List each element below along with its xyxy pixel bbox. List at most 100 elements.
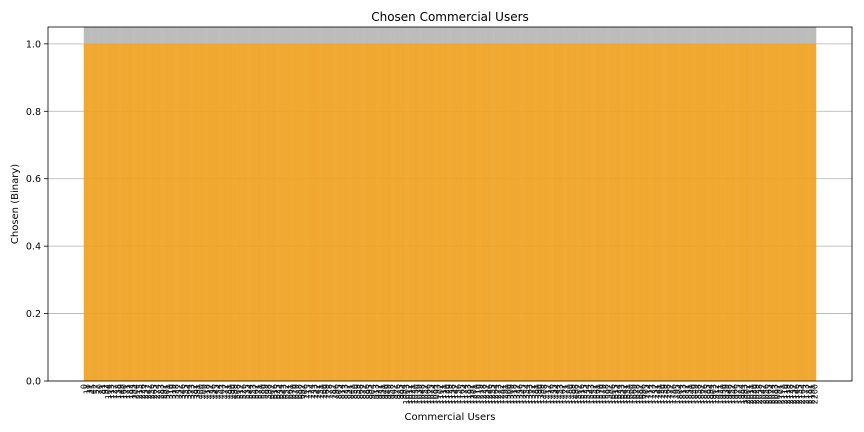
bar: [146, 43, 147, 381]
x-tick-label: 409: [199, 384, 208, 399]
bar: [121, 43, 123, 381]
bar: [427, 43, 428, 381]
bar: [576, 43, 578, 381]
bar: [153, 43, 154, 381]
bar: [195, 43, 197, 381]
bar: [514, 43, 515, 381]
bar: [341, 43, 343, 381]
bar: [490, 43, 491, 381]
bar: [663, 43, 664, 381]
bar: [142, 43, 143, 381]
bar: [237, 43, 239, 381]
x-tick-label: 427: [205, 384, 214, 399]
x-tick-label: 1111: [439, 384, 448, 404]
bar: [574, 43, 575, 381]
bar: [603, 43, 604, 381]
bar: [430, 43, 431, 381]
bar: [458, 43, 460, 381]
x-tick-label: 265: [150, 384, 159, 399]
x-tick-label: 2173: [801, 384, 810, 404]
bar: [760, 43, 761, 381]
bar: [267, 43, 268, 381]
bar: [412, 43, 413, 381]
bar: [179, 43, 181, 381]
bar: [690, 43, 691, 381]
bar: [368, 43, 369, 381]
bar: [558, 43, 559, 381]
bar: [109, 43, 110, 381]
bar: [185, 43, 186, 381]
bar: [573, 43, 574, 381]
bar: [250, 43, 251, 381]
bar: [480, 43, 482, 381]
x-tick-label: 1408: [540, 384, 549, 404]
bar: [775, 43, 776, 381]
bar: [370, 43, 371, 381]
bar: [678, 43, 680, 381]
bar: [476, 43, 478, 381]
bar: [112, 43, 113, 381]
bar: [333, 43, 335, 381]
bar: [452, 43, 454, 381]
bar: [414, 43, 416, 381]
x-tick-label: 787: [328, 384, 337, 399]
bar: [519, 43, 521, 381]
bar: [353, 43, 355, 381]
bar: [143, 43, 144, 381]
plot-frame: [47, 26, 853, 382]
bar: [372, 43, 374, 381]
bar: [455, 43, 456, 381]
bar: [208, 43, 210, 381]
x-tick-label: 949: [384, 384, 393, 399]
bar: [154, 43, 155, 381]
bar: [108, 43, 110, 381]
bar: [242, 43, 243, 381]
bar: [438, 43, 440, 381]
bar: [645, 43, 646, 381]
bar: [188, 43, 190, 381]
bar: [667, 43, 669, 381]
bar: [722, 43, 724, 381]
bar: [735, 43, 736, 381]
bar: [312, 43, 314, 381]
x-tick-label: 328: [172, 384, 181, 399]
bar: [759, 43, 760, 381]
bar: [681, 43, 682, 381]
bar: [762, 43, 763, 381]
bar: [557, 43, 559, 381]
bar: [512, 43, 513, 381]
bar: [728, 43, 729, 381]
bar: [151, 43, 153, 381]
x-tick-label: 1336: [516, 384, 525, 404]
bar: [101, 43, 103, 381]
bar: [556, 43, 557, 381]
bar: [249, 43, 250, 381]
x-tick-label: 2182: [804, 384, 813, 404]
x-tick-label: 1570: [595, 384, 604, 404]
x-tick-label: 1777: [666, 384, 675, 404]
bar: [593, 43, 595, 381]
bar: [510, 43, 511, 381]
bar: [772, 43, 773, 381]
bar: [328, 43, 329, 381]
bar: [619, 43, 621, 381]
bar: [546, 43, 548, 381]
bar: [324, 43, 325, 381]
bar: [273, 43, 274, 381]
bar: [731, 43, 732, 381]
bar: [657, 43, 658, 381]
x-tick-label: 1741: [654, 384, 663, 404]
bar: [257, 43, 259, 381]
bar: [299, 43, 300, 381]
bar: [419, 43, 420, 381]
x-tick-label: 2146: [792, 384, 801, 404]
bar: [271, 43, 272, 381]
bar: [120, 43, 122, 381]
bar: [738, 43, 740, 381]
bar: [113, 43, 114, 381]
bar: [346, 43, 348, 381]
bar: [271, 43, 273, 381]
bar: [94, 43, 95, 381]
bar: [330, 43, 332, 381]
bar: [655, 43, 656, 381]
